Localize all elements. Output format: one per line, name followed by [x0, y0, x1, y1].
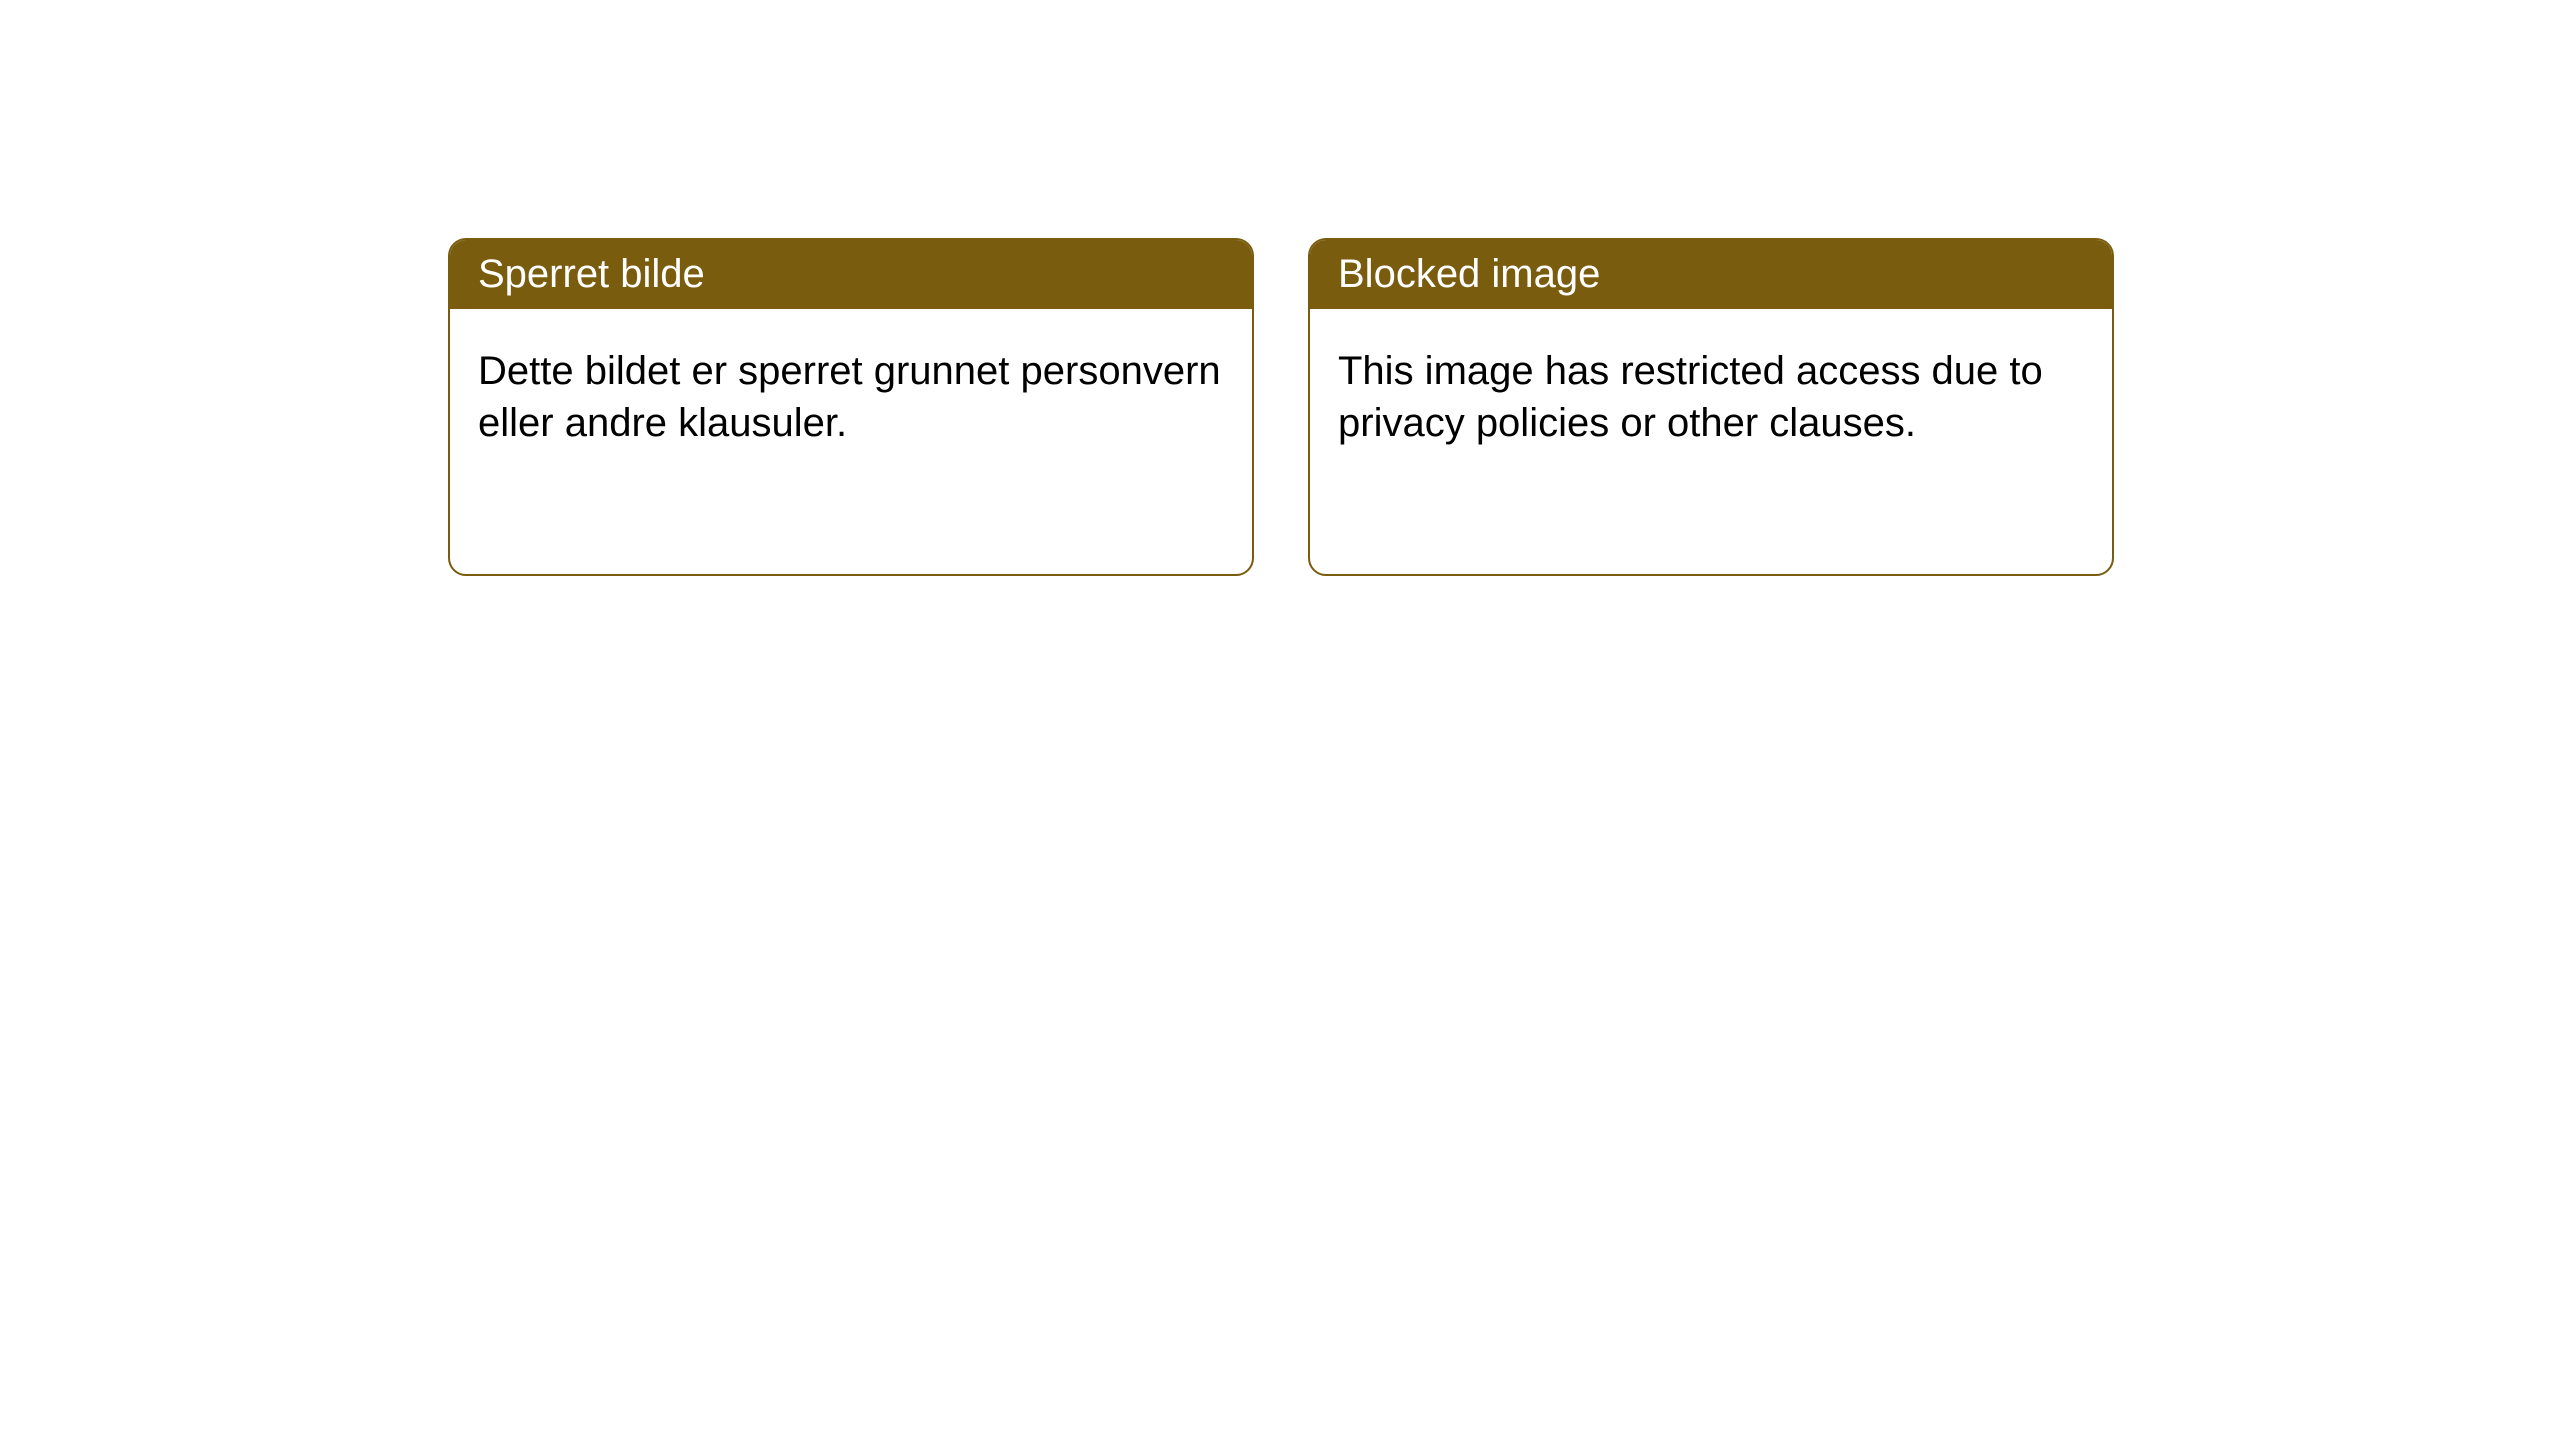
notice-header: Blocked image [1310, 240, 2112, 309]
notice-body: Dette bildet er sperret grunnet personve… [450, 309, 1252, 485]
notice-container: Sperret bilde Dette bildet er sperret gr… [0, 0, 2560, 576]
notice-header: Sperret bilde [450, 240, 1252, 309]
notice-box-norwegian: Sperret bilde Dette bildet er sperret gr… [448, 238, 1254, 576]
notice-box-english: Blocked image This image has restricted … [1308, 238, 2114, 576]
notice-body: This image has restricted access due to … [1310, 309, 2112, 485]
